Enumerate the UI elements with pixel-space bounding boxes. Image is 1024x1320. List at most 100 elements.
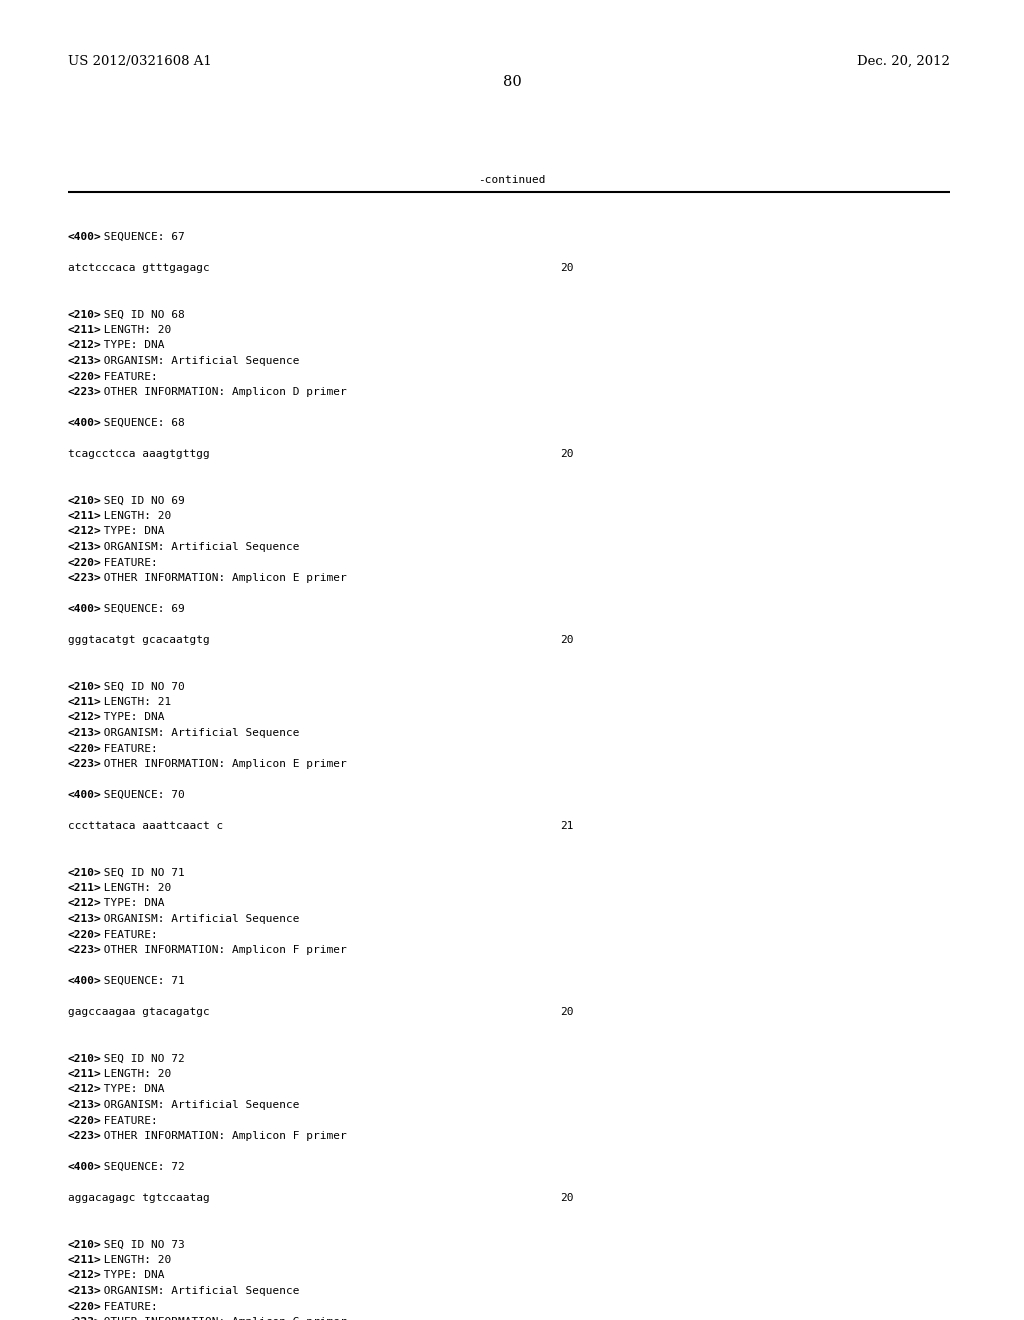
Text: <210>: <210> [68, 867, 101, 878]
Text: <210>: <210> [68, 681, 101, 692]
Text: tcagcctcca aaagtgttgg: tcagcctcca aaagtgttgg [68, 449, 210, 459]
Text: OTHER INFORMATION: Amplicon F primer: OTHER INFORMATION: Amplicon F primer [97, 1131, 347, 1140]
Text: TYPE: DNA: TYPE: DNA [97, 1085, 165, 1094]
Text: <211>: <211> [68, 325, 101, 335]
Text: US 2012/0321608 A1: US 2012/0321608 A1 [68, 55, 212, 69]
Text: FEATURE:: FEATURE: [97, 743, 158, 754]
Text: OTHER INFORMATION: Amplicon D primer: OTHER INFORMATION: Amplicon D primer [97, 387, 347, 397]
Text: <210>: <210> [68, 1239, 101, 1250]
Text: <210>: <210> [68, 495, 101, 506]
Text: SEQUENCE: 70: SEQUENCE: 70 [97, 789, 185, 800]
Text: 20: 20 [560, 1007, 573, 1016]
Text: <211>: <211> [68, 1255, 101, 1265]
Text: SEQ ID NO 72: SEQ ID NO 72 [97, 1053, 185, 1064]
Text: 20: 20 [560, 263, 573, 273]
Text: <213>: <213> [68, 1100, 101, 1110]
Text: ORGANISM: Artificial Sequence: ORGANISM: Artificial Sequence [97, 729, 300, 738]
Text: <213>: <213> [68, 1286, 101, 1296]
Text: ORGANISM: Artificial Sequence: ORGANISM: Artificial Sequence [97, 1286, 300, 1296]
Text: <212>: <212> [68, 527, 101, 536]
Text: <400>: <400> [68, 789, 101, 800]
Text: <213>: <213> [68, 543, 101, 552]
Text: <213>: <213> [68, 913, 101, 924]
Text: <400>: <400> [68, 605, 101, 614]
Text: LENGTH: 20: LENGTH: 20 [97, 1069, 171, 1078]
Text: FEATURE:: FEATURE: [97, 1302, 158, 1312]
Text: -continued: -continued [478, 176, 546, 185]
Text: <220>: <220> [68, 929, 101, 940]
Text: SEQUENCE: 68: SEQUENCE: 68 [97, 418, 185, 428]
Text: 80: 80 [503, 75, 521, 88]
Text: OTHER INFORMATION: Amplicon E primer: OTHER INFORMATION: Amplicon E primer [97, 573, 347, 583]
Text: <223>: <223> [68, 387, 101, 397]
Text: SEQ ID NO 68: SEQ ID NO 68 [97, 309, 185, 319]
Text: 20: 20 [560, 449, 573, 459]
Text: SEQUENCE: 71: SEQUENCE: 71 [97, 975, 185, 986]
Text: SEQ ID NO 69: SEQ ID NO 69 [97, 495, 185, 506]
Text: <210>: <210> [68, 309, 101, 319]
Text: gagccaagaa gtacagatgc: gagccaagaa gtacagatgc [68, 1007, 210, 1016]
Text: SEQUENCE: 72: SEQUENCE: 72 [97, 1162, 185, 1172]
Text: TYPE: DNA: TYPE: DNA [97, 341, 165, 351]
Text: FEATURE:: FEATURE: [97, 557, 158, 568]
Text: <212>: <212> [68, 713, 101, 722]
Text: ORGANISM: Artificial Sequence: ORGANISM: Artificial Sequence [97, 1100, 300, 1110]
Text: OTHER INFORMATION: Amplicon E primer: OTHER INFORMATION: Amplicon E primer [97, 759, 347, 770]
Text: LENGTH: 20: LENGTH: 20 [97, 325, 171, 335]
Text: OTHER INFORMATION: Amplicon F primer: OTHER INFORMATION: Amplicon F primer [97, 945, 347, 954]
Text: LENGTH: 20: LENGTH: 20 [97, 511, 171, 521]
Text: TYPE: DNA: TYPE: DNA [97, 527, 165, 536]
Text: <400>: <400> [68, 1162, 101, 1172]
Text: <210>: <210> [68, 1053, 101, 1064]
Text: <212>: <212> [68, 1270, 101, 1280]
Text: <400>: <400> [68, 418, 101, 428]
Text: 21: 21 [560, 821, 573, 832]
Text: <223>: <223> [68, 759, 101, 770]
Text: <400>: <400> [68, 975, 101, 986]
Text: <220>: <220> [68, 1302, 101, 1312]
Text: <211>: <211> [68, 883, 101, 894]
Text: <220>: <220> [68, 1115, 101, 1126]
Text: cccttataca aaattcaact c: cccttataca aaattcaact c [68, 821, 223, 832]
Text: <400>: <400> [68, 232, 101, 242]
Text: SEQUENCE: 67: SEQUENCE: 67 [97, 232, 185, 242]
Text: Dec. 20, 2012: Dec. 20, 2012 [857, 55, 950, 69]
Text: SEQ ID NO 73: SEQ ID NO 73 [97, 1239, 185, 1250]
Text: <213>: <213> [68, 356, 101, 366]
Text: <212>: <212> [68, 1085, 101, 1094]
Text: gggtacatgt gcacaatgtg: gggtacatgt gcacaatgtg [68, 635, 210, 645]
Text: TYPE: DNA: TYPE: DNA [97, 713, 165, 722]
Text: <212>: <212> [68, 341, 101, 351]
Text: FEATURE:: FEATURE: [97, 1115, 158, 1126]
Text: atctcccaca gtttgagagc: atctcccaca gtttgagagc [68, 263, 210, 273]
Text: FEATURE:: FEATURE: [97, 371, 158, 381]
Text: FEATURE:: FEATURE: [97, 929, 158, 940]
Text: 20: 20 [560, 1193, 573, 1203]
Text: ORGANISM: Artificial Sequence: ORGANISM: Artificial Sequence [97, 356, 300, 366]
Text: LENGTH: 20: LENGTH: 20 [97, 1255, 171, 1265]
Text: <220>: <220> [68, 557, 101, 568]
Text: 20: 20 [560, 635, 573, 645]
Text: LENGTH: 21: LENGTH: 21 [97, 697, 171, 708]
Text: <211>: <211> [68, 697, 101, 708]
Text: SEQ ID NO 70: SEQ ID NO 70 [97, 681, 185, 692]
Text: TYPE: DNA: TYPE: DNA [97, 899, 165, 908]
Text: <223>: <223> [68, 573, 101, 583]
Text: <220>: <220> [68, 371, 101, 381]
Text: ORGANISM: Artificial Sequence: ORGANISM: Artificial Sequence [97, 913, 300, 924]
Text: <223>: <223> [68, 1131, 101, 1140]
Text: SEQ ID NO 71: SEQ ID NO 71 [97, 867, 185, 878]
Text: <223>: <223> [68, 945, 101, 954]
Text: ORGANISM: Artificial Sequence: ORGANISM: Artificial Sequence [97, 543, 300, 552]
Text: <223>: <223> [68, 1317, 101, 1320]
Text: <213>: <213> [68, 729, 101, 738]
Text: OTHER INFORMATION: Amplicon G primer: OTHER INFORMATION: Amplicon G primer [97, 1317, 347, 1320]
Text: <211>: <211> [68, 1069, 101, 1078]
Text: SEQUENCE: 69: SEQUENCE: 69 [97, 605, 185, 614]
Text: <211>: <211> [68, 511, 101, 521]
Text: <212>: <212> [68, 899, 101, 908]
Text: TYPE: DNA: TYPE: DNA [97, 1270, 165, 1280]
Text: aggacagagc tgtccaatag: aggacagagc tgtccaatag [68, 1193, 210, 1203]
Text: LENGTH: 20: LENGTH: 20 [97, 883, 171, 894]
Text: <220>: <220> [68, 743, 101, 754]
